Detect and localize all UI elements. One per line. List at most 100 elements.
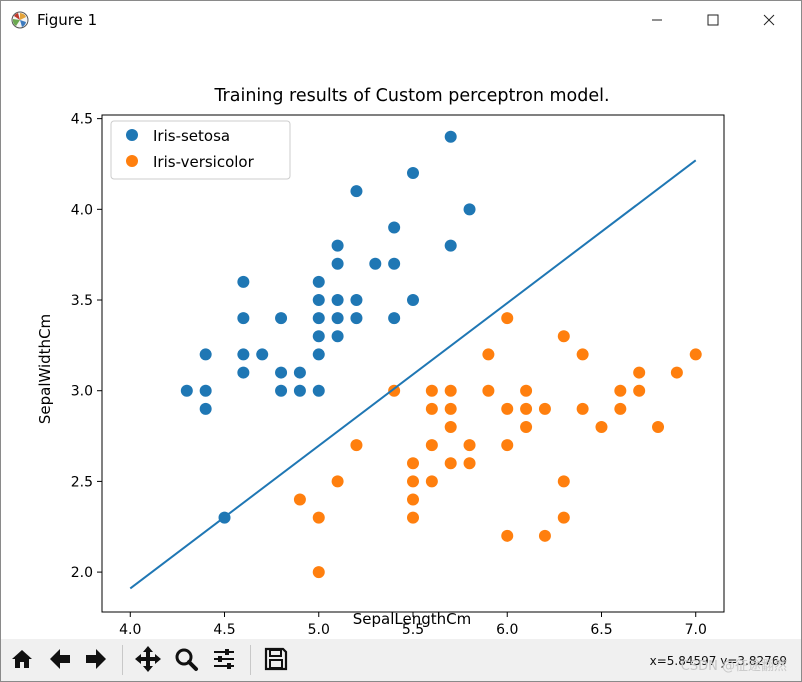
point-iris-versicolor: [595, 420, 608, 433]
point-iris-versicolor: [501, 529, 514, 542]
arrow-right-icon: [86, 649, 106, 669]
point-iris-versicolor: [501, 402, 514, 415]
point-iris-versicolor: [557, 475, 570, 488]
point-iris-setosa: [444, 239, 457, 252]
point-iris-versicolor: [293, 493, 306, 506]
point-iris-versicolor: [538, 402, 551, 415]
point-iris-setosa: [293, 366, 306, 379]
point-iris-setosa: [256, 348, 269, 361]
axis-ticks: 4.0 4.5 5.0 5.5 6.0 6.5 7.0 2.0 2.5 3.0 3.5 4.0 4.5: [71, 112, 707, 638]
point-iris-versicolor: [557, 511, 570, 524]
cursor-coordinates: x=5.84597 y=3.82769: [649, 654, 787, 668]
y-tick-label: 4.0: [71, 202, 93, 218]
y-tick-label: 4.5: [71, 112, 93, 128]
point-iris-setosa: [388, 257, 401, 270]
point-iris-versicolor: [425, 402, 438, 415]
home-icon: [12, 650, 32, 668]
point-iris-versicolor: [331, 475, 344, 488]
point-iris-versicolor: [444, 457, 457, 470]
point-iris-versicolor: [652, 420, 665, 433]
legend-label-versicolor: Iris-versicolor: [153, 153, 255, 171]
point-iris-setosa: [312, 348, 325, 361]
point-iris-versicolor: [520, 402, 533, 415]
x-tick-label: 4.5: [213, 622, 235, 638]
data-points: [180, 130, 702, 579]
point-iris-setosa: [237, 275, 250, 288]
figure-canvas[interactable]: Training results of Custom perceptron mo…: [1, 39, 801, 639]
zoom-button[interactable]: [171, 644, 201, 674]
point-iris-versicolor: [388, 384, 401, 397]
point-iris-setosa: [331, 312, 344, 325]
x-tick-label: 4.0: [119, 622, 141, 638]
pan-button[interactable]: [133, 644, 163, 674]
point-iris-versicolor: [444, 384, 457, 397]
point-iris-setosa: [312, 330, 325, 343]
configure-button[interactable]: [209, 644, 239, 674]
point-iris-versicolor: [689, 348, 702, 361]
point-iris-versicolor: [312, 511, 325, 524]
y-axis-label: SepalWidthCm: [36, 314, 54, 424]
point-iris-setosa: [388, 312, 401, 325]
point-iris-versicolor: [350, 439, 363, 452]
navigation-toolbar: x=5.84597 y=3.82769 CSDN @征途翻然: [1, 639, 801, 681]
point-iris-versicolor: [614, 384, 627, 397]
point-iris-versicolor: [444, 402, 457, 415]
close-button[interactable]: [741, 1, 797, 39]
point-iris-versicolor: [444, 420, 457, 433]
point-iris-versicolor: [633, 384, 646, 397]
point-iris-setosa: [463, 203, 476, 216]
plot-frame: [101, 114, 725, 613]
point-iris-setosa: [312, 312, 325, 325]
point-iris-versicolor: [520, 420, 533, 433]
point-iris-setosa: [350, 185, 363, 198]
legend-marker-setosa: [126, 129, 138, 141]
x-tick-label: 5.0: [308, 622, 330, 638]
legend-marker-versicolor: [126, 155, 138, 167]
point-iris-versicolor: [501, 439, 514, 452]
point-iris-versicolor: [425, 475, 438, 488]
point-iris-versicolor: [407, 493, 419, 506]
x-tick-label: 5.5: [402, 622, 424, 638]
point-iris-setosa: [237, 348, 250, 361]
minimize-button[interactable]: [629, 1, 685, 39]
zoom-icon: [175, 648, 198, 671]
point-iris-versicolor: [425, 384, 438, 397]
y-tick-label: 3.0: [71, 384, 93, 400]
point-iris-setosa: [275, 366, 288, 379]
point-iris-versicolor: [576, 402, 589, 415]
close-icon: [763, 14, 775, 26]
point-iris-setosa: [237, 366, 250, 379]
x-tick-label: 6.0: [496, 622, 518, 638]
toolbar-separator: [250, 645, 251, 675]
legend: Iris-setosa Iris-versicolor: [110, 120, 291, 180]
point-iris-setosa: [180, 384, 193, 397]
point-iris-setosa: [293, 384, 306, 397]
save-icon: [264, 647, 288, 671]
home-button[interactable]: [7, 644, 37, 674]
point-iris-setosa: [350, 294, 363, 307]
point-iris-versicolor: [482, 348, 495, 361]
toolbar-separator: [122, 645, 123, 675]
point-iris-setosa: [444, 130, 457, 143]
back-button[interactable]: [45, 644, 75, 674]
point-iris-versicolor: [463, 439, 476, 452]
point-iris-setosa: [407, 294, 419, 307]
x-tick-label: 7.0: [685, 622, 707, 638]
point-iris-setosa: [237, 312, 250, 325]
point-iris-setosa: [388, 221, 401, 234]
point-iris-versicolor: [407, 475, 419, 488]
forward-button[interactable]: [81, 644, 111, 674]
point-iris-versicolor: [633, 366, 646, 379]
point-iris-versicolor: [312, 566, 325, 579]
scatter-plot: Training results of Custom perceptron mo…: [36, 86, 725, 638]
save-button[interactable]: [261, 644, 291, 674]
minimize-icon: [652, 19, 662, 21]
decision-boundary-line: [129, 159, 697, 590]
point-iris-setosa: [331, 239, 344, 252]
maximize-button[interactable]: [685, 1, 741, 39]
point-iris-versicolor: [576, 348, 589, 361]
point-iris-setosa: [275, 312, 288, 325]
y-tick-label: 3.5: [71, 293, 93, 309]
move-icon: [135, 646, 161, 672]
